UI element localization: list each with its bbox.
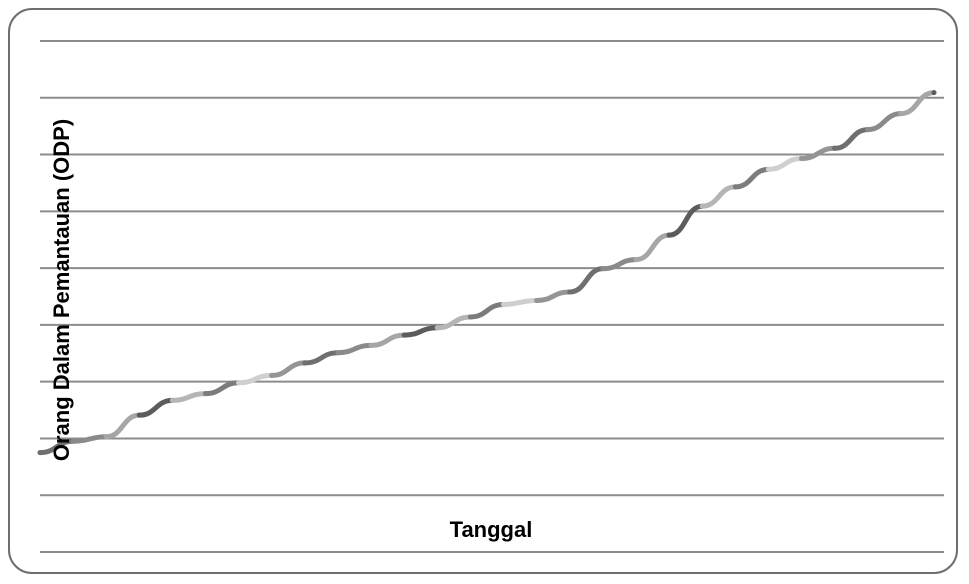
series-segment <box>699 184 738 209</box>
series-segment <box>302 350 341 366</box>
data-point <box>70 438 76 444</box>
data-point <box>136 412 142 418</box>
series-segment <box>236 372 275 386</box>
series-segment <box>103 412 142 440</box>
series-segment <box>401 325 440 338</box>
data-point <box>335 350 341 356</box>
series-segment <box>732 166 771 190</box>
data-point <box>865 127 871 133</box>
series-segment <box>633 232 672 263</box>
data-point <box>203 391 209 397</box>
series-segment <box>501 297 540 307</box>
chart-frame <box>8 8 958 574</box>
data-point <box>467 314 473 320</box>
series-segment <box>70 434 109 444</box>
data-point <box>401 332 407 338</box>
series-segment <box>335 342 374 356</box>
data-point <box>37 450 43 456</box>
series-segment <box>666 203 705 238</box>
series-segment <box>467 301 507 320</box>
series-segment <box>832 127 871 151</box>
data-point <box>931 90 937 96</box>
series-segment <box>269 360 308 378</box>
series-line <box>37 90 937 456</box>
series-segment <box>567 266 606 295</box>
data-point <box>236 380 242 386</box>
data-point <box>799 156 805 162</box>
series-segment <box>799 145 838 162</box>
gridlines <box>40 40 944 553</box>
data-point <box>534 297 540 303</box>
data-point <box>600 266 606 272</box>
data-point <box>103 434 109 440</box>
data-point <box>898 111 904 117</box>
series-segment <box>203 380 242 397</box>
data-point <box>633 257 639 263</box>
series-segment <box>37 438 76 456</box>
data-point <box>732 184 738 190</box>
data-point <box>501 301 507 307</box>
series-segment <box>136 397 175 418</box>
series-segment <box>368 332 407 348</box>
data-point <box>666 232 672 238</box>
series-segment <box>534 289 573 303</box>
x-axis-label: Tanggal <box>449 517 533 542</box>
data-point <box>269 372 275 378</box>
data-point <box>765 166 771 172</box>
data-point <box>699 203 705 209</box>
data-point <box>302 360 308 366</box>
series-segment <box>765 156 805 172</box>
data-point <box>567 289 573 295</box>
data-point <box>169 397 175 403</box>
data-point <box>368 342 374 348</box>
y-axis-label: Orang Dalam Pemantauan (ODP) <box>49 118 74 462</box>
series-segment <box>600 257 639 272</box>
data-point <box>832 145 838 151</box>
series-segment <box>169 391 209 403</box>
series-segment <box>898 90 937 117</box>
data-point <box>434 325 440 331</box>
series-segment <box>865 111 904 133</box>
series-segment <box>434 314 473 331</box>
